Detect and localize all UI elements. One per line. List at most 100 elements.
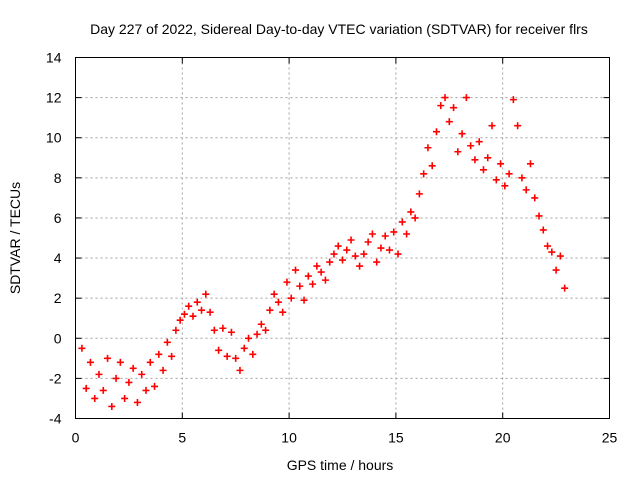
data-point [467,142,475,150]
data-point [462,94,470,102]
y-tick-label: 14 [46,50,62,66]
data-point [326,258,334,266]
data-point [518,174,526,182]
gridlines [75,57,610,419]
data-point [381,232,389,240]
data-point [274,298,282,306]
data-point [198,306,206,314]
data-point [360,250,368,258]
data-point [552,266,560,274]
data-point [142,386,150,394]
data-point [104,354,112,362]
data-point [484,154,492,162]
data-point [339,256,346,264]
data-point [245,334,253,342]
data-point [155,350,163,358]
x-tick-label: 10 [281,430,297,446]
chart-title: Day 227 of 2022, Sidereal Day-to-day VTE… [90,21,588,37]
data-point [368,230,376,238]
data-point [364,238,372,246]
data-point [479,166,487,174]
x-tick-label: 15 [388,430,404,446]
data-point [95,370,103,378]
data-point [334,242,342,250]
data-point [146,358,154,366]
data-point [266,306,274,314]
data-point [189,312,197,320]
data-point [432,128,440,136]
data-point [351,252,359,260]
y-tick-label: 6 [54,210,62,226]
data-point [82,384,90,392]
data-point [488,122,496,130]
data-point [385,246,393,254]
axis-ticks [75,57,610,419]
data-point [176,316,184,324]
y-tick-label: 10 [46,130,62,146]
data-point [227,328,235,336]
data-point [343,246,351,254]
x-tick-label: 20 [495,430,511,446]
data-point [86,358,94,366]
y-tick-label: 0 [54,330,62,346]
data-point [548,248,556,256]
data-point [180,310,188,318]
data-point [304,272,312,280]
data-point [223,352,231,360]
data-point [121,394,129,402]
data-point [428,162,436,170]
data-point [330,250,338,258]
y-tick-label: -2 [49,370,62,386]
data-point [509,96,517,104]
x-tick-label: 5 [178,430,186,446]
data-point [78,344,86,352]
y-tick-label: 8 [54,170,62,186]
data-point [292,266,300,274]
data-point [539,226,547,234]
data-point [317,268,325,276]
data-point [437,102,445,110]
data-point [300,296,308,304]
data-point [522,186,530,194]
plot-frame [75,57,610,419]
data-point [492,176,500,184]
data-point [450,104,458,112]
data-point [151,382,159,390]
data-point [296,282,304,290]
data-point [458,130,466,138]
data-point [257,320,265,328]
data-point [112,374,120,382]
data-point [441,94,449,102]
data-point [283,278,291,286]
data-point [445,118,453,126]
x-axis-label: GPS time / hours [287,457,394,473]
data-point [99,386,107,394]
data-point [108,402,116,410]
data-point [394,250,402,258]
y-tick-label: 12 [46,90,62,106]
data-point [497,160,505,168]
data-point [514,122,522,130]
data-point [163,338,171,346]
x-tick-label: 0 [72,430,80,446]
data-point [262,326,270,334]
data-point [279,308,287,316]
data-point [475,138,483,146]
data-point [407,208,415,216]
data-point [253,330,261,338]
data-point [249,350,257,358]
data-point [206,308,214,316]
data-point [133,398,141,406]
y-tick-label: 4 [54,250,62,266]
data-point [313,262,321,270]
data-point [373,258,381,266]
data-point [535,212,543,220]
data-point [210,326,218,334]
data-point [172,326,180,334]
data-point [232,354,240,362]
tick-labels: 0 5 10 15 20 25 -4 -2 0 2 4 6 8 10 12 14 [46,50,618,446]
data-point [390,228,398,236]
data-point [544,242,552,250]
data-point [561,284,569,292]
